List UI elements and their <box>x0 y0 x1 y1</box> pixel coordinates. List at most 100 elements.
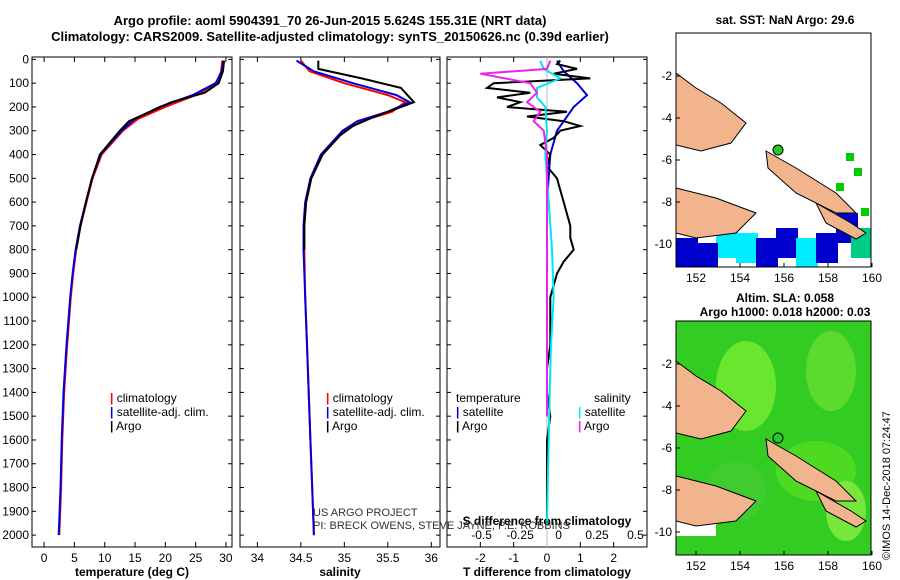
y-tick-label: 600 <box>9 195 29 209</box>
y-tick-label: 1200 <box>2 338 29 352</box>
sst-grid-cell <box>846 153 854 161</box>
sla-map-frame <box>675 320 872 556</box>
x-tick-label: 2 <box>610 551 617 565</box>
map-x-tick-label: 156 <box>774 271 794 285</box>
legend-panel3-salinity: salinity | satellite | Argo <box>578 391 631 433</box>
x-axis-title: temperature (deg C) <box>75 565 189 579</box>
series-line-argo <box>303 60 416 250</box>
sst-grid-cell <box>816 233 838 263</box>
y-tick-label: 300 <box>9 124 29 138</box>
map-y-tick-label: -2 <box>661 69 672 83</box>
map-sla-title-2: Argo h1000: 0.018 h2000: 0.03 <box>699 305 871 319</box>
map-x-tick-label: 154 <box>730 559 750 573</box>
legend3-s-argo-label: Argo <box>584 419 610 433</box>
map-x-tick-label: 158 <box>818 559 838 573</box>
y-tick-label: 900 <box>9 266 29 280</box>
profile-panel-3: -2 -1 0 1 2-0.5 -0.25 0 0.25 0.5S difference fro… <box>446 56 648 579</box>
map-y-tick-label: -4 <box>661 399 672 413</box>
argo-float-marker <box>772 144 784 156</box>
x-tick-label: 35.5 <box>376 551 400 565</box>
x-tick-label: 30 <box>219 551 233 565</box>
legend-satellite-label: satellite-adj. clim. <box>116 405 209 419</box>
x-tick-label: 34 <box>251 551 265 565</box>
x-tick-label: 20 <box>159 551 173 565</box>
y-tick-label: 400 <box>9 148 29 162</box>
sst-grid-cell <box>776 228 798 258</box>
y-tick-label: 1600 <box>2 433 29 447</box>
y-tick-label: 0 <box>22 52 29 66</box>
land-bougainville <box>765 150 858 214</box>
y-tick-label: 800 <box>9 243 29 257</box>
secondary-x-tick-label: 0.25 <box>585 528 609 542</box>
map-y-tick-label: -8 <box>661 195 672 209</box>
sst-grid-cell <box>736 233 758 263</box>
legend-panel1: | climatology | satellite-adj. clim. | A… <box>110 391 209 433</box>
land-new-ireland <box>676 72 747 152</box>
y-tick-label: 1400 <box>2 385 29 399</box>
map-y-tick-label: -6 <box>661 441 672 455</box>
x-tick-label: 15 <box>128 551 142 565</box>
legend2-climatology-label: climatology <box>332 391 393 405</box>
sst-grid-cell <box>696 243 718 267</box>
map-x-tick-label: 160 <box>862 271 882 285</box>
legend3-t-satellite-label: satellite <box>462 405 504 419</box>
secondary-x-tick-label: -0.25 <box>506 528 534 542</box>
x-tick-label: 25 <box>189 551 203 565</box>
x-tick-label: 0 <box>544 551 551 565</box>
sst-grid-cell <box>676 238 698 267</box>
map-x-tick-label: 158 <box>818 271 838 285</box>
profile-panel-2: 34 34.5 35 35.5 36 salinity <box>239 56 441 579</box>
x-tick-label: 5 <box>71 551 78 565</box>
series-line-climatology <box>300 59 408 536</box>
y-tick-label: 1300 <box>2 362 29 376</box>
legend-argo-label: Argo <box>116 419 142 433</box>
series-line-argo <box>75 60 226 250</box>
x-tick-label: 36 <box>425 551 439 565</box>
legend-panel2: | climatology | satellite-adj. clim. | A… <box>326 391 425 433</box>
sst-grid-cell <box>854 168 862 176</box>
map-y-tick-label: -4 <box>661 111 672 125</box>
panel-frame <box>31 56 233 548</box>
plot-title-line-1: Argo profile: aoml 5904391_70 26-Jun-201… <box>113 13 547 28</box>
legend3-t-argo-label: Argo <box>462 419 488 433</box>
y-tick-label: 1500 <box>2 409 29 423</box>
secondary-x-tick-label: -0.5 <box>471 528 492 542</box>
sst-grid-cell <box>836 183 844 191</box>
y-tick-label: 2000 <box>2 528 29 542</box>
x-tick-label: 0 <box>41 551 48 565</box>
secondary-x-tick-label: 0 <box>555 528 562 542</box>
x-tick-label: -2 <box>475 551 486 565</box>
x-tick-label: 34.5 <box>289 551 313 565</box>
map-x-tick-label: 156 <box>774 559 794 573</box>
legend-climatology-label: climatology <box>116 391 177 405</box>
credit-line-2: PI: BRECK OWENS, STEVE JAYNE, P.E. ROBBI… <box>313 520 570 532</box>
x-tick-label: 35 <box>338 551 352 565</box>
land-solomons <box>814 201 867 240</box>
x-tick-label: -1 <box>508 551 519 565</box>
credit-line-1: US ARGO PROJECT <box>313 507 418 519</box>
map-x-tick-label: 152 <box>686 271 706 285</box>
y-tick-label: 100 <box>9 76 29 90</box>
sst-map-frame <box>675 32 872 268</box>
x-tick-label: 1 <box>577 551 584 565</box>
panel-frame <box>239 56 441 548</box>
sst-map: 152 154 156 158 160 -2 -4 -6 -8 -10 <box>655 32 882 285</box>
map-x-tick-label: 160 <box>862 559 882 573</box>
map-y-tick-label: -6 <box>661 153 672 167</box>
x-tick-label: 10 <box>98 551 112 565</box>
map-y-tick-label: -2 <box>661 357 672 371</box>
y-tick-label: 1700 <box>2 457 29 471</box>
legend3-temperature-heading: temperature <box>456 391 521 405</box>
map-sla-title-1: Altim. SLA: 0.058 <box>735 291 835 305</box>
series-line-climatology <box>58 60 224 536</box>
plot-title-line-2: Climatology: CARS2009. Satellite-adjuste… <box>51 29 609 44</box>
y-tick-label: 1000 <box>2 290 29 304</box>
series-line-temperature-argo <box>484 59 591 524</box>
map-x-tick-label: 154 <box>730 271 750 285</box>
legend-panel3-temperature: temperature | satellite | Argo <box>456 391 521 433</box>
y-tick-label: 700 <box>9 219 29 233</box>
map-y-tick-label: -10 <box>655 237 673 251</box>
imos-stamp: ©IMOS 14-Dec-2018 07:24:47 <box>881 411 893 560</box>
land-new-ireland <box>676 360 747 440</box>
